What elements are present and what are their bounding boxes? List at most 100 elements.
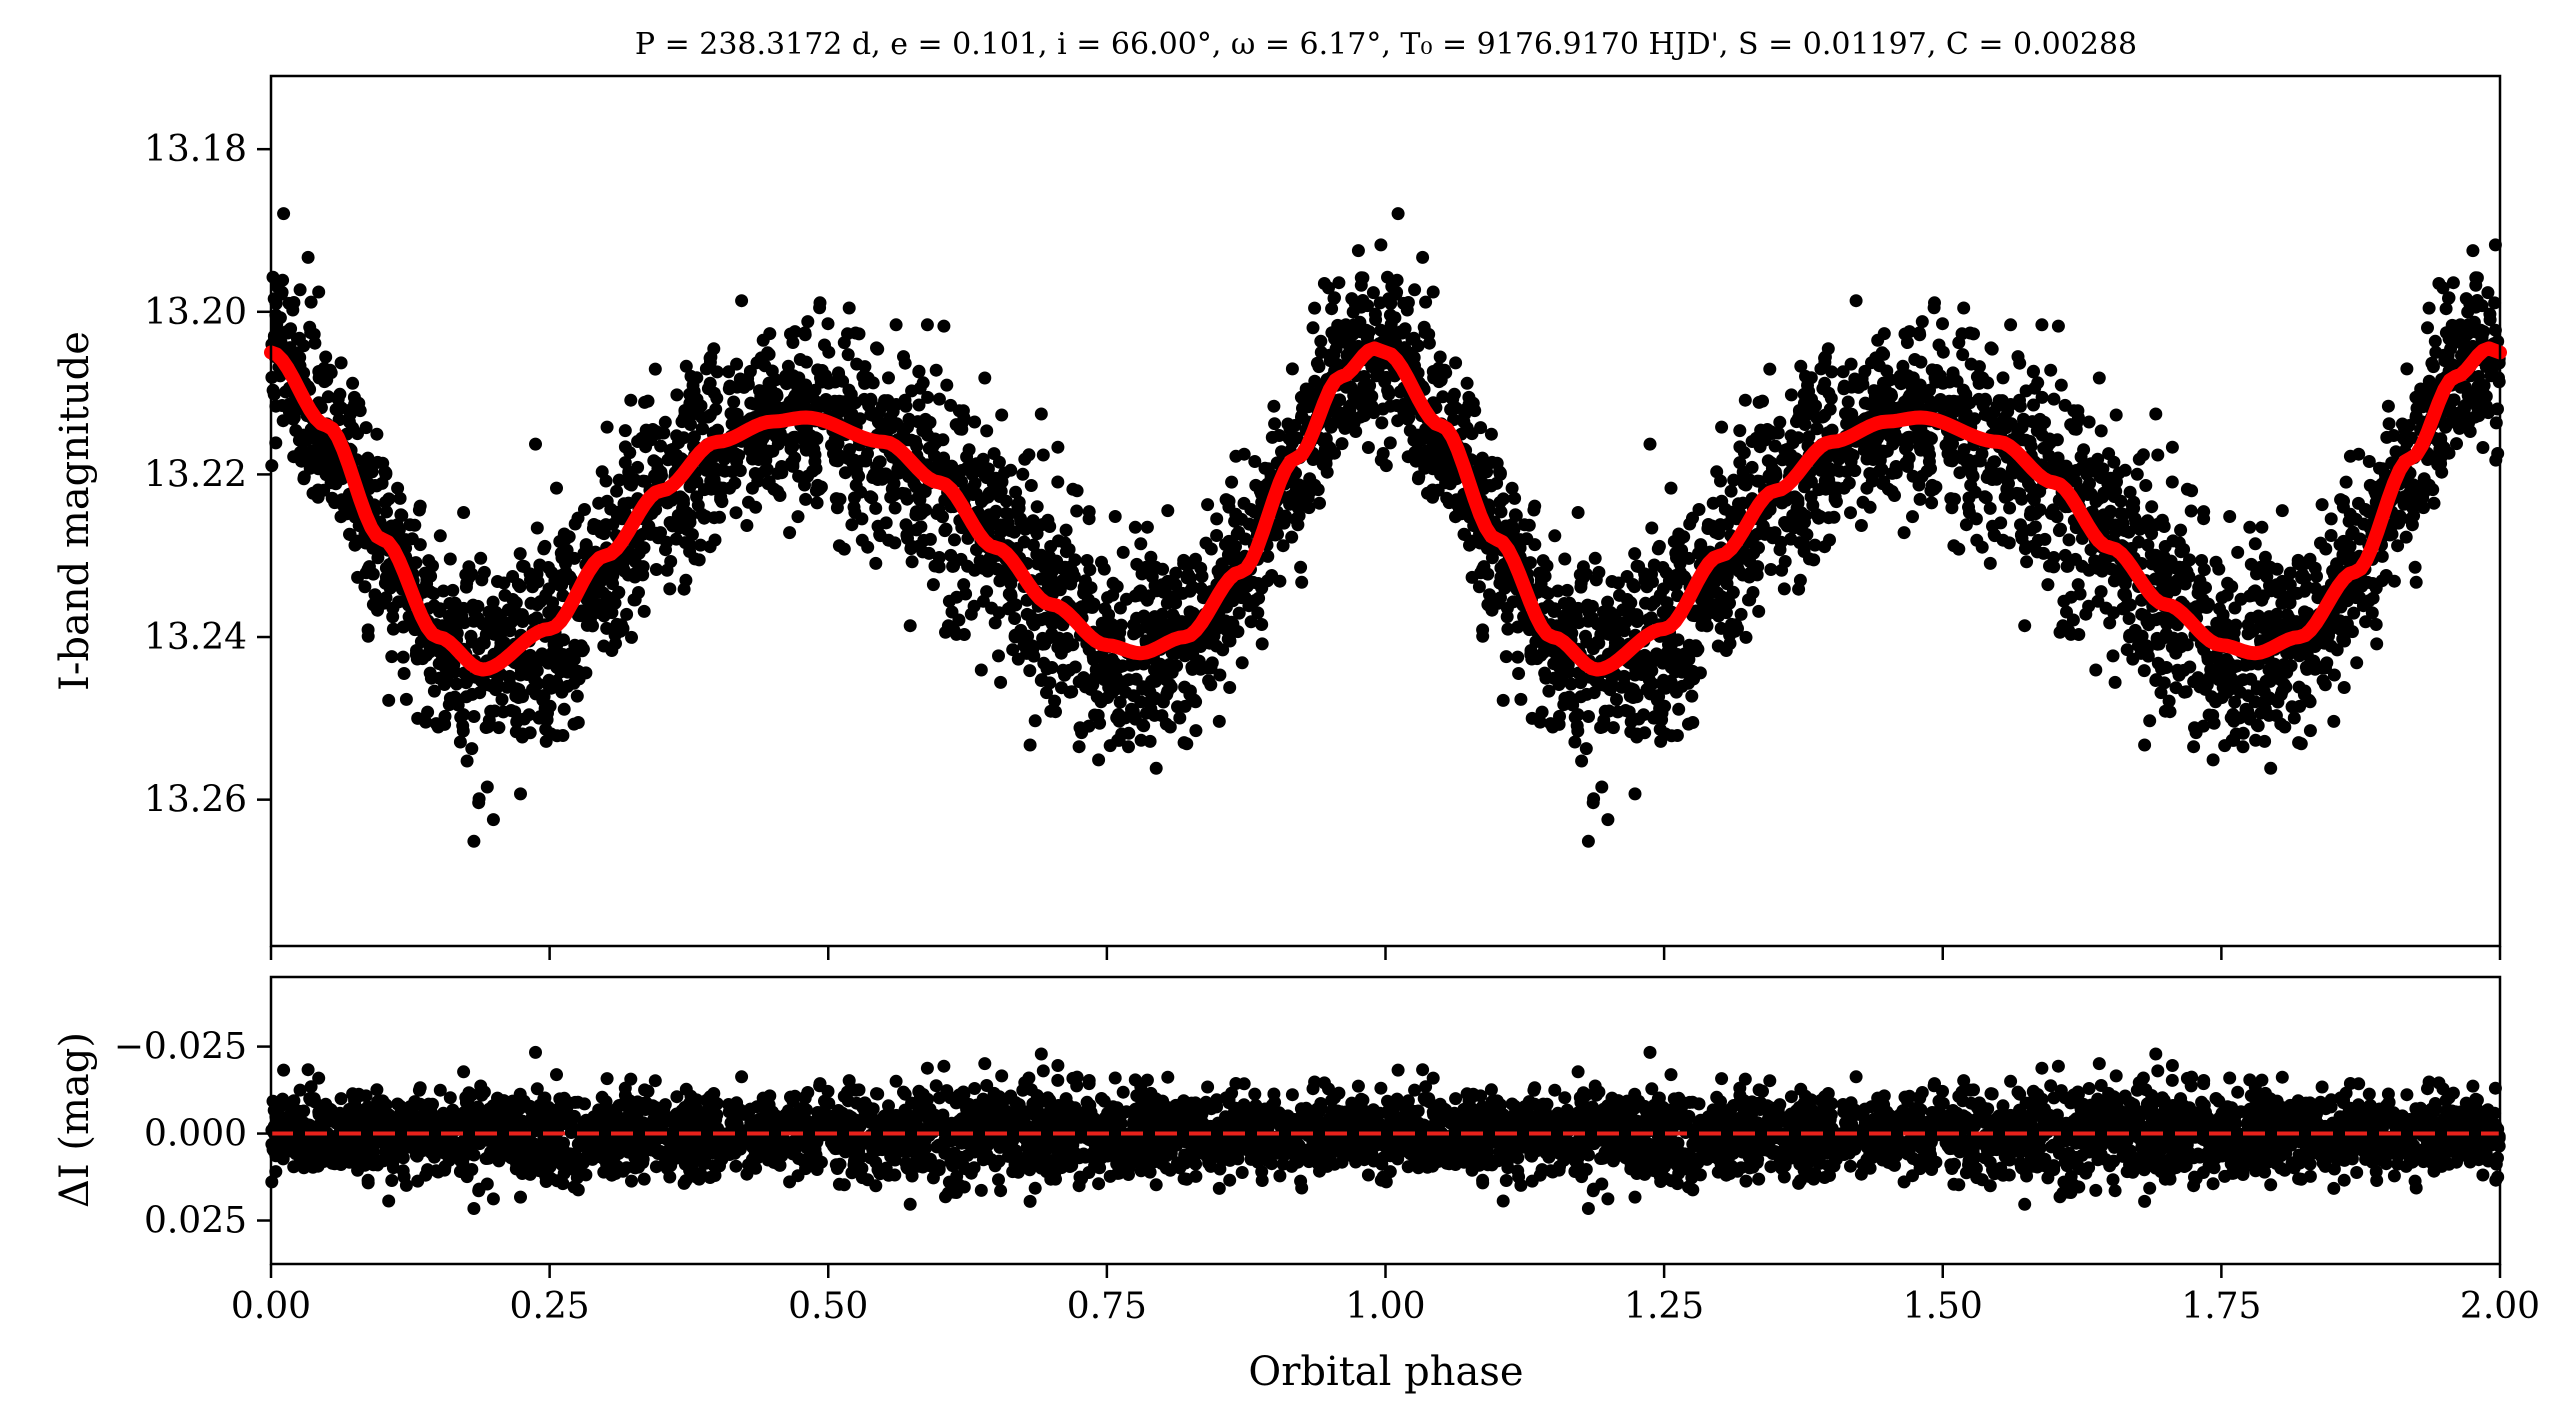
data-point [1810,422,1824,435]
data-point [1416,250,1430,264]
data-point [1626,578,1640,591]
data-point [1863,500,1877,514]
data-point [1640,662,1654,676]
data-point [433,529,447,543]
data-point [873,455,887,469]
data-point [919,412,932,426]
data-point [319,350,333,364]
data-point [1747,546,1761,560]
data-point [2298,605,2311,619]
data-point [525,662,539,676]
data-point [427,684,441,698]
data-point [1223,681,1237,694]
data-point [1314,334,1328,348]
data-point [1268,417,1282,431]
data-point [2031,376,2045,390]
data-point [769,373,783,387]
data-point [836,395,849,409]
data-point [980,424,994,438]
data-point [905,555,919,569]
data-point [2254,706,2268,720]
data-point [1872,359,1886,373]
data-point [1063,560,1077,574]
data-point [2143,714,2157,728]
data-point [1525,711,1539,725]
data-point [1103,739,1117,753]
data-point [654,439,668,453]
data-point [2337,534,2350,548]
data-point [1913,492,1927,506]
data-point [1292,478,1306,492]
data-point [1656,561,1670,574]
data-point [2164,554,2178,568]
data-point [1483,588,1496,602]
data-point [2303,552,2317,566]
data-point [810,432,824,446]
data-point [2058,548,2072,562]
data-point [929,363,943,377]
data-point [1037,560,1051,574]
data-point [2157,579,2171,593]
data-point [460,674,474,688]
data-point [1563,598,1577,611]
data-point [1784,429,1798,443]
data-point [1028,714,1042,728]
data-point [2409,575,2423,589]
data-point [625,630,638,644]
data-point [1808,538,1822,552]
data-point [2481,286,2495,300]
data-point [1628,547,1642,561]
data-point [775,460,789,473]
data-point [641,521,655,535]
data-point [2248,584,2262,598]
data-point [1383,436,1397,450]
data-point [1204,678,1218,692]
data-point [2199,581,2212,595]
data-point [2187,675,2201,689]
data-point [1008,628,1022,642]
data-point [2421,321,2434,335]
data-point [2075,559,2089,573]
data-point [2152,560,2166,574]
data-point [957,578,971,592]
data-point [459,580,473,594]
data-point [2298,571,2312,585]
data-point [2362,455,2376,468]
data-point [1656,605,1670,619]
data-point [1987,405,2001,419]
data-point [2283,566,2297,580]
data-point [1613,588,1626,602]
data-point [937,451,951,465]
data-point [2422,301,2436,315]
data-point [1656,656,1670,670]
data-point [276,414,290,428]
data-point [1511,620,1525,634]
data-point [1183,584,1197,598]
data-point [861,540,875,554]
data-point [1780,519,1794,533]
data-point [1044,540,1058,553]
data-point [2429,345,2443,359]
data-point [1140,520,1154,534]
data-point [2382,417,2396,431]
data-point [2137,664,2151,678]
data-point [527,613,541,627]
data-point [1821,342,1835,356]
data-point [1381,383,1395,397]
data-point [898,487,912,501]
data-point [1592,565,1606,579]
data-point [1261,574,1275,588]
data-point [2002,477,2015,491]
data-point [592,496,606,510]
data-point [2270,562,2284,576]
data-point [2264,761,2278,775]
data-point [1743,567,1757,580]
data-point [663,582,677,596]
data-point [960,461,974,475]
data-point [1244,615,1258,629]
data-point [1164,680,1178,694]
data-point [1235,656,1249,670]
data-point [981,558,995,572]
data-point [1581,834,1595,848]
data-point [1494,561,1508,575]
